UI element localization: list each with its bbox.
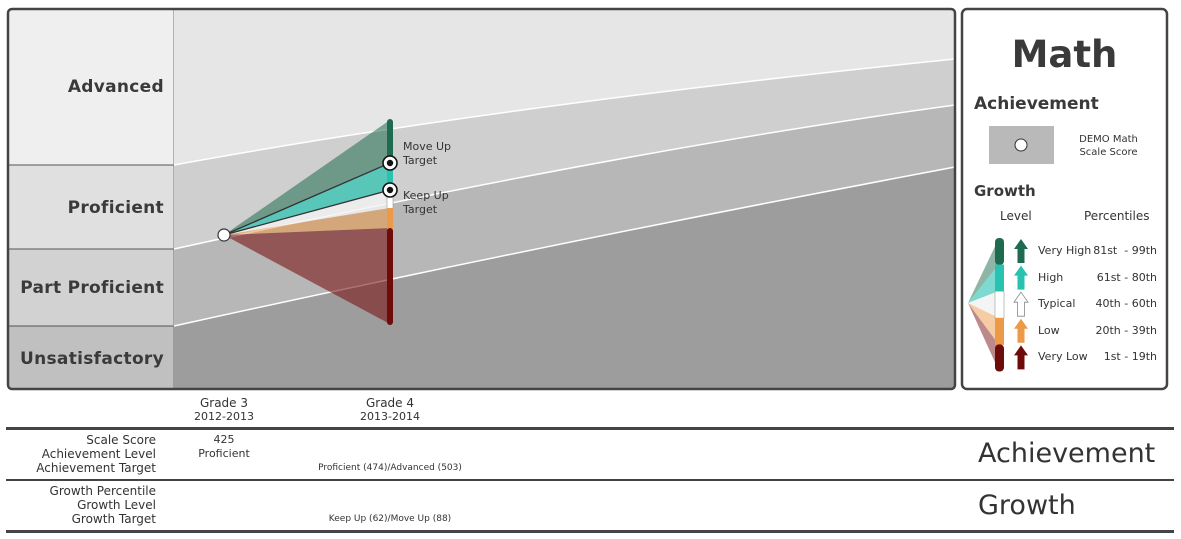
table-top-rule	[6, 427, 1174, 430]
band-label-proficient-bg	[8, 165, 174, 249]
row-label-growth-target: Growth Target	[71, 512, 156, 526]
keep-up-target-marker[interactable]	[382, 182, 398, 198]
legend-percentile-range-2: 40th - 60th	[1095, 297, 1157, 311]
section-title-achievement: Achievement	[978, 438, 1156, 469]
legend-level-label-4: Very Low	[1038, 350, 1088, 364]
fan-very-high	[224, 120, 390, 235]
legend-col-level: Level	[1000, 209, 1032, 223]
move-up-target-line	[223, 162, 391, 236]
legend-bar-1	[995, 264, 1004, 292]
cell-scale-score-g3: 425	[213, 433, 235, 446]
cell-achievement-level-g3: Proficient	[198, 447, 250, 460]
legend-arrow-up-icon-1	[1014, 265, 1028, 290]
legend-level-arrows	[1013, 239, 1029, 370]
bar-very-low	[387, 228, 393, 325]
row-label-scale-score: Scale Score	[86, 433, 156, 447]
level-label-advanced: Advanced	[67, 77, 164, 97]
keep-up-target-label: Keep Up Target	[403, 189, 449, 216]
band-unsatisfactory	[174, 167, 955, 389]
row-label-achievement-level: Achievement Level	[41, 447, 156, 461]
section-title-growth: Growth	[978, 490, 1076, 521]
band-label-unsat-bg	[8, 326, 174, 389]
legend-percentile-range-0: 81st - 99th	[1093, 244, 1157, 257]
legend-level-label-1: High	[1038, 270, 1064, 284]
level-label-part-proficient: Part Proficient	[20, 278, 164, 298]
legend-bar-4	[995, 344, 1004, 372]
legend-percentile-range-1: 61st - 80th	[1096, 270, 1157, 284]
legend-arrow-up-icon-4	[1014, 345, 1028, 370]
legend-level-bars	[994, 238, 1005, 372]
bar-low	[387, 208, 393, 229]
legend-achievement-heading: Achievement	[974, 94, 1099, 114]
legend-panel	[960, 7, 1169, 391]
legend-bar-3	[995, 317, 1004, 345]
legend-arrow-up-icon-2	[1013, 291, 1029, 317]
legend-level-label-3: Low	[1038, 323, 1060, 337]
fan-low	[224, 208, 390, 235]
level-label-proficient: Proficient	[67, 198, 164, 218]
legend-percentile-range-3: 20th - 39th	[1095, 323, 1157, 337]
row-label-achievement-target: Achievement Target	[36, 461, 156, 475]
row-label-growth-percentile: Growth Percentile	[49, 484, 156, 498]
student-score-point[interactable]	[217, 228, 231, 242]
move-up-target-marker[interactable]	[382, 155, 398, 171]
legend-bar-0	[995, 238, 1004, 266]
move-up-target-label: Move Up Target	[403, 140, 452, 167]
cell-achievement-target-g4: Proficient (474)/Advanced (503)	[318, 463, 462, 473]
row-label-growth-level: Growth Level	[77, 498, 156, 512]
legend-arrow-up-icon-3	[1014, 318, 1028, 343]
legend-col-percentiles: Percentiles	[1084, 209, 1150, 223]
legend-level-label-2: Typical	[1038, 297, 1076, 311]
legend-percentile-range-4: 1st - 19th	[1103, 350, 1157, 364]
grade-4-label: Grade 4 2013-2014	[360, 396, 420, 423]
legend-score-point	[1014, 138, 1028, 152]
keep-up-target-line	[223, 189, 391, 236]
fan-very-low	[224, 228, 390, 324]
band-label-advanced-bg	[8, 9, 174, 165]
table-mid-rule	[6, 479, 1174, 481]
chart-frame	[6, 7, 957, 391]
level-label-unsatisfactory: Unsatisfactory	[20, 349, 164, 369]
grade-3-label: Grade 3 2012-2013	[194, 396, 254, 423]
legend-title: Math	[1011, 33, 1118, 76]
legend-bar-2	[994, 290, 1005, 319]
bar-very-high	[387, 119, 393, 164]
legend-arrow-up-icon-0	[1014, 239, 1028, 263]
bar-high	[387, 163, 393, 191]
legend-growth-heading: Growth	[974, 182, 1036, 200]
band-label-partproficient-bg	[8, 249, 174, 326]
legend-score-label: DEMO Math Scale Score	[1079, 134, 1138, 158]
table-bottom-rule	[6, 530, 1174, 533]
legend-level-label-0: Very High	[1038, 244, 1092, 257]
cell-growth-target-g4: Keep Up (62)/Move Up (88)	[328, 514, 452, 524]
